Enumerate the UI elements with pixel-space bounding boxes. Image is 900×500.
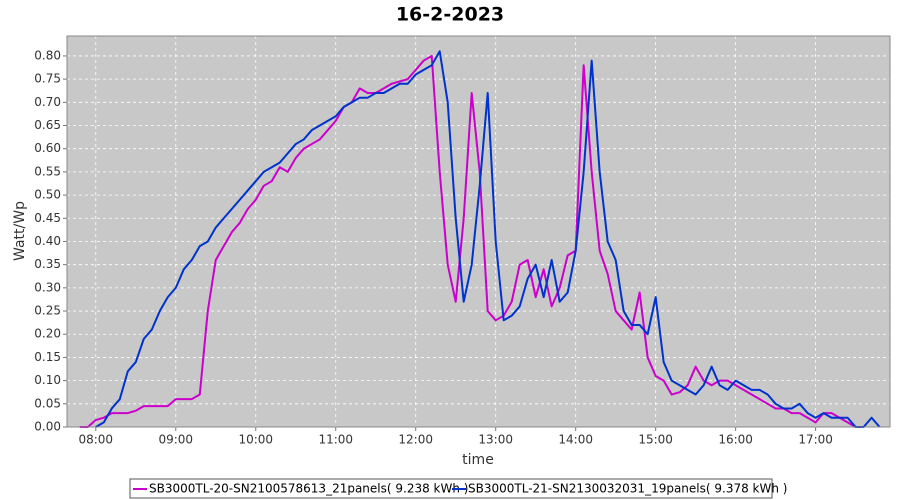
x-tick-label: 16:00 xyxy=(718,433,753,447)
x-tick-label: 11:00 xyxy=(318,433,353,447)
y-tick-label: 0.50 xyxy=(34,188,61,202)
y-tick-label: 0.30 xyxy=(34,280,61,294)
y-tick-label: 0.25 xyxy=(34,304,61,318)
chart-title: 16-2-2023 xyxy=(396,4,504,26)
y-tick-label: 0.05 xyxy=(34,396,61,410)
x-tick-label: 09:00 xyxy=(158,433,193,447)
y-tick-label: 0.65 xyxy=(34,118,61,132)
y-tick-label: 0.75 xyxy=(34,72,61,86)
x-tick-label: 15:00 xyxy=(638,433,673,447)
series-line xyxy=(79,54,857,428)
y-tick-label: 0.45 xyxy=(34,211,61,225)
x-tick-label: 14:00 xyxy=(558,433,593,447)
y-tick-label: 0.60 xyxy=(34,141,61,155)
legend-label: SB3000TL-21-SN2130032031_19panels( 9.378… xyxy=(468,482,787,496)
x-tick-label: 13:00 xyxy=(478,433,513,447)
legend-label: SB3000TL-20-SN2100578613_21panels( 9.238… xyxy=(149,482,468,496)
x-tick-label: 12:00 xyxy=(398,433,433,447)
y-axis-label: Watt/Wp xyxy=(12,201,28,261)
plot-area xyxy=(67,36,890,427)
x-tick-label: 10:00 xyxy=(238,433,273,447)
y-tick-label: 0.10 xyxy=(34,373,61,387)
y-tick-label: 0.40 xyxy=(34,234,61,248)
y-tick-label: 0.00 xyxy=(34,420,61,434)
x-tick-label: 08:00 xyxy=(78,433,113,447)
y-tick-label: 0.20 xyxy=(34,327,61,341)
series-line xyxy=(95,50,881,428)
y-tick-label: 0.80 xyxy=(34,48,61,62)
y-tick-label: 0.15 xyxy=(34,350,61,364)
plot-border xyxy=(66,35,891,428)
x-axis-label: time xyxy=(462,452,494,468)
y-tick-label: 0.55 xyxy=(34,164,61,178)
y-tick-label: 0.35 xyxy=(34,257,61,271)
y-tick-label: 0.70 xyxy=(34,95,61,109)
x-tick-label: 17:00 xyxy=(798,433,833,447)
legend xyxy=(129,478,773,499)
